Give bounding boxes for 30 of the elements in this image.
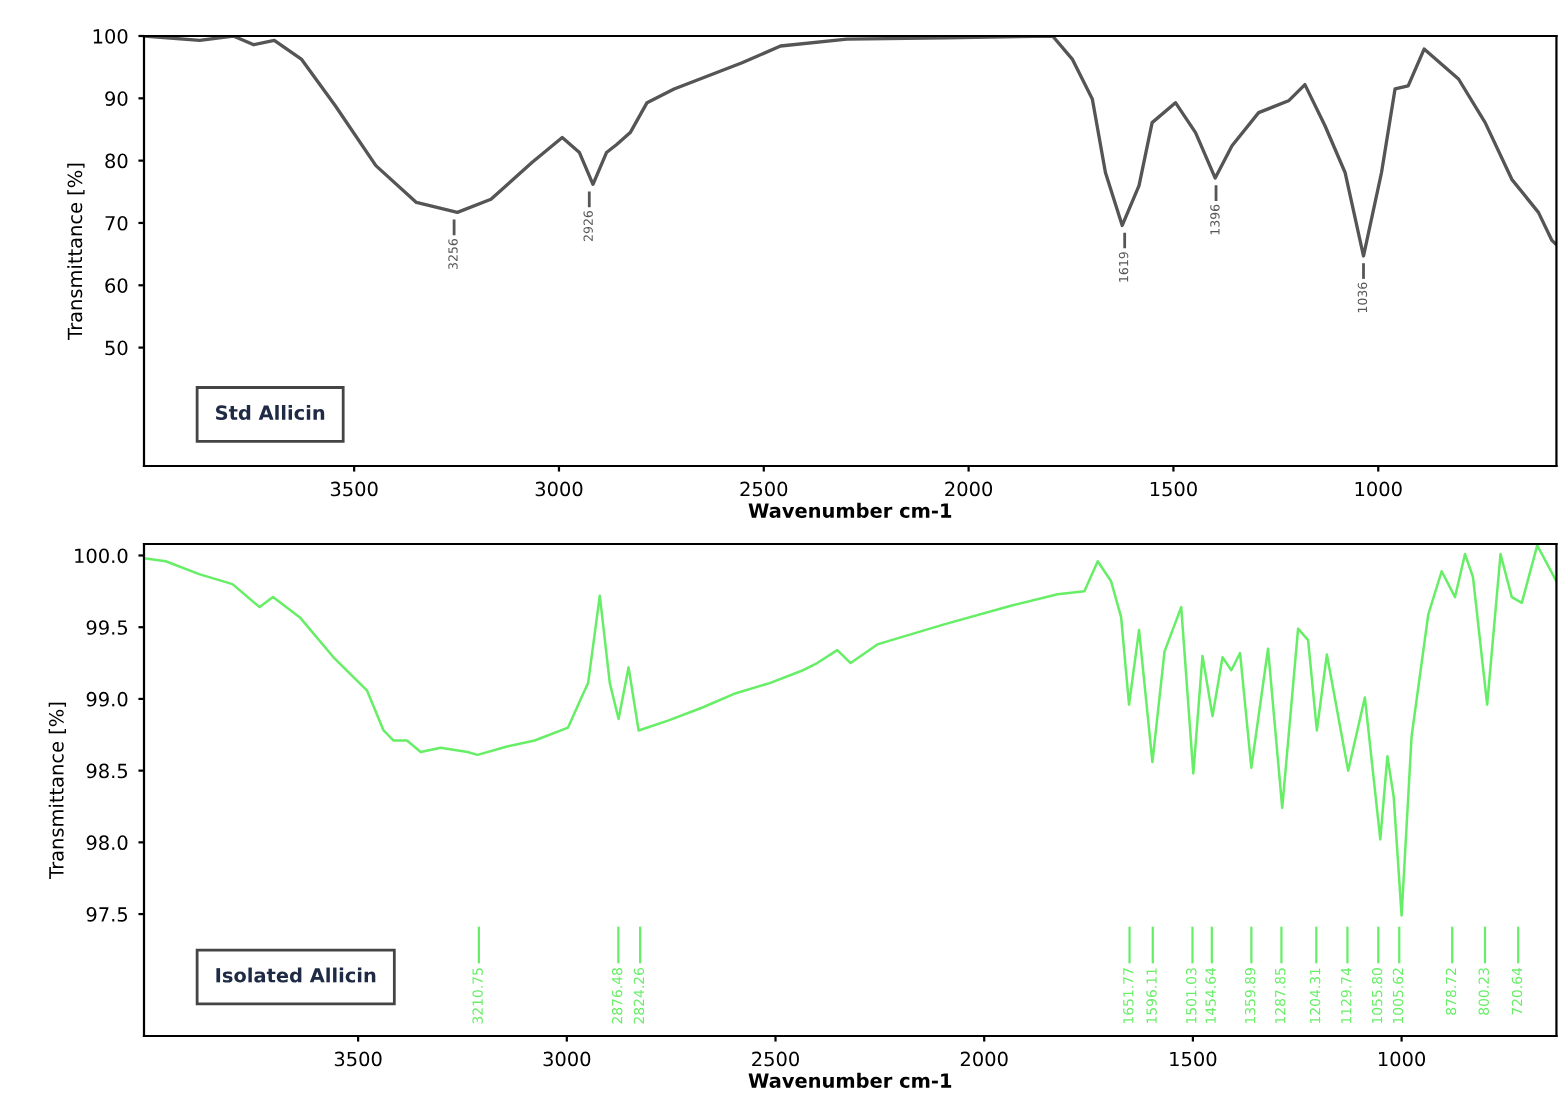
x-tick-label: 1000 bbox=[1355, 481, 1402, 497]
y-tick-label: 50 bbox=[105, 340, 128, 356]
y-tick-label: 90 bbox=[105, 91, 128, 106]
x-tick-label: 1000 bbox=[1378, 1051, 1426, 1067]
y-tick-label: 70 bbox=[105, 215, 128, 231]
x-tick-label: 2500 bbox=[740, 481, 788, 497]
y-tick-label: 99.5 bbox=[86, 620, 128, 635]
x-tick-label: 3000 bbox=[535, 481, 583, 497]
x-tick-label: 2000 bbox=[960, 1051, 1008, 1067]
x-tick-label: 1500 bbox=[1150, 481, 1197, 497]
x-tick-label: 3500 bbox=[330, 481, 378, 497]
y-tick-label: 99.0 bbox=[86, 691, 128, 707]
x-tick-label: 3000 bbox=[543, 1051, 591, 1067]
x-tick-label: 1500 bbox=[1170, 1051, 1217, 1067]
y-axis-title: Transmittance [%] bbox=[67, 163, 85, 340]
y-tick-label: 60 bbox=[105, 278, 128, 293]
y-tick-label: 100.0 bbox=[75, 548, 128, 564]
y-axis-title: Transmittance [%] bbox=[48, 702, 67, 879]
annotation: Isolated Allicin bbox=[216, 967, 376, 983]
y-tick-label: 98.5 bbox=[86, 763, 128, 779]
y-tick-label: 100 bbox=[93, 28, 128, 44]
x-tick-label: 3500 bbox=[334, 1051, 382, 1067]
y-tick-label: 80 bbox=[105, 153, 128, 169]
y-tick-label: 97.5 bbox=[86, 907, 128, 922]
x-tick-label: 2500 bbox=[752, 1051, 799, 1067]
annotation: Std Allicin bbox=[216, 404, 325, 421]
x-axis-title: Wavenumber cm-1 bbox=[748, 502, 952, 518]
y-tick-label: 98.0 bbox=[86, 835, 128, 851]
x-axis-title: Wavenumber cm-1 bbox=[748, 1072, 952, 1088]
x-tick-label: 2000 bbox=[945, 481, 993, 497]
